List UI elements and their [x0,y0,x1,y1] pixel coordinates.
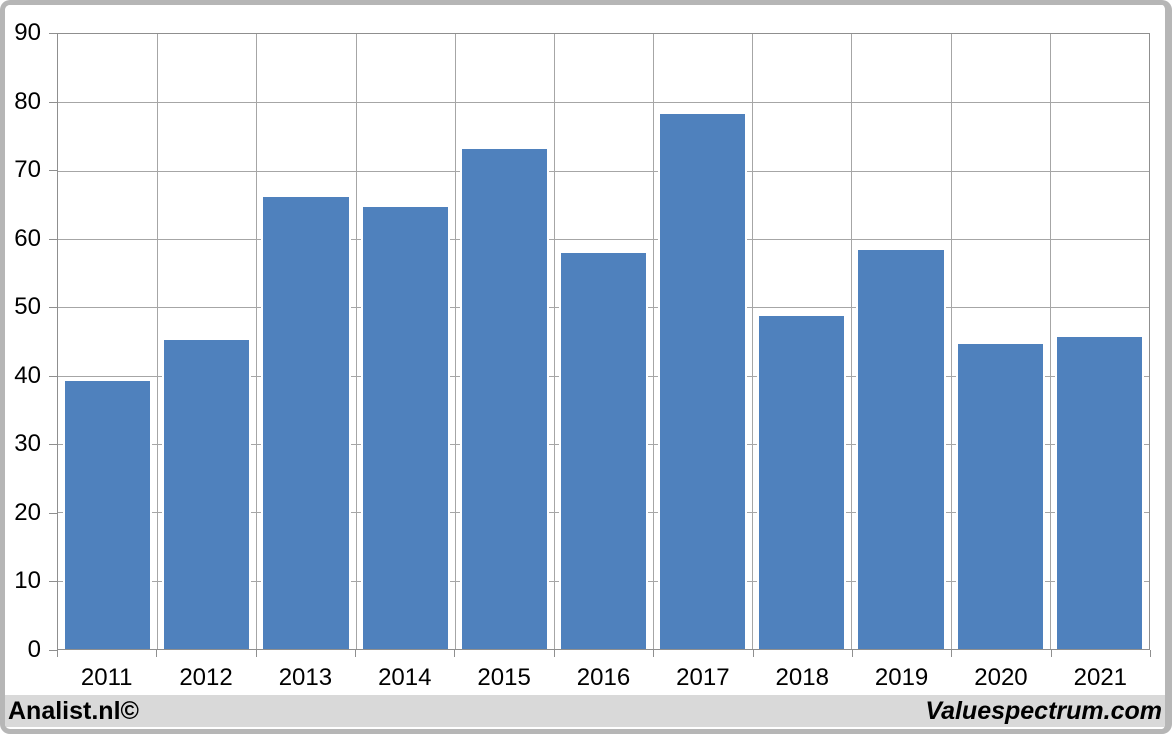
bar-2017 [658,111,748,649]
y-axis: 0 10 20 30 40 50 60 70 80 90 [5,19,49,663]
chart-canvas: 0 10 20 30 40 50 60 70 80 90 2011 2012 2013 2014 2015… [5,5,1165,695]
gridline-vertical [553,34,555,649]
y-axis-tick [49,512,57,514]
y-axis-tick [49,375,57,377]
plot-area [57,33,1150,650]
bar-2013 [261,194,351,649]
x-axis-tick [851,650,853,657]
bar-2012 [162,338,252,649]
x-axis-tick [57,650,58,657]
x-axis-tick [1050,650,1052,657]
y-tick-label: 30 [14,430,41,458]
bar-2015 [459,146,549,649]
x-axis-tick [454,650,456,657]
x-axis-tick [951,650,953,657]
x-tick-label-2017: 2017 [676,664,730,691]
gridline-vertical [851,34,853,649]
y-tick-label: 0 [27,636,41,663]
x-axis-tick [553,650,555,657]
x-tick-label-2016: 2016 [576,664,631,691]
gridline-vertical [950,34,952,649]
y-axis-tick [49,650,57,651]
x-tick-label-2020: 2020 [974,664,1028,691]
y-axis-tick [49,101,57,103]
footer-band: Analist.nl© Valuespectrum.com [5,695,1165,727]
analist-credit: Analist.nl© [8,697,139,725]
bar-2014 [360,204,450,649]
y-tick-label: 80 [14,87,41,115]
bar-2021 [1054,334,1145,649]
bar-2016 [558,251,649,649]
gridline-horizontal [58,170,1149,172]
bar-2018 [757,314,847,649]
y-axis-tick [49,33,57,34]
x-axis-tick [752,650,754,657]
x-tick-label-2015: 2015 [477,664,531,691]
x-tick-label-2012: 2012 [179,664,233,691]
gridline-vertical [157,34,159,649]
x-axis-tick [156,650,158,657]
y-tick-label: 60 [14,224,41,252]
x-axis-tick [355,650,357,657]
valuespectrum-credit: Valuespectrum.com [925,697,1162,725]
y-tick-label: 90 [14,19,41,46]
y-tick-label: 20 [14,498,41,526]
y-tick-label: 50 [14,293,41,321]
x-axis-tick [1150,650,1151,657]
y-axis-tick [49,444,57,446]
y-axis-tick [49,307,57,309]
gridline-vertical [752,34,754,649]
y-axis-tick [49,238,57,240]
gridline-vertical [256,34,258,649]
gridline-horizontal [58,102,1149,104]
gridline-vertical [355,34,357,649]
x-tick-label-2018: 2018 [775,664,829,691]
x-axis-tick [255,650,257,657]
x-axis-tick [653,650,655,657]
x-axis: 2011 2012 2013 2014 2015 2016 2017 2018 2019 2020… [57,650,1150,695]
x-tick-label-2011: 2011 [80,664,133,691]
x-tick-label-2013: 2013 [278,664,333,691]
y-tick-label: 10 [14,567,41,595]
bar-2011 [62,379,153,649]
y-axis-tick [49,170,57,172]
x-tick-label-2019: 2019 [874,664,929,691]
bar-2019 [856,247,946,649]
x-tick-label-2021: 2021 [1073,664,1128,691]
x-tick-label-2014: 2014 [378,664,432,691]
gridline-vertical [1049,34,1051,649]
gridline-vertical [454,34,456,649]
bar-2020 [955,341,1045,649]
y-tick-label: 70 [14,156,41,184]
gridline-horizontal [58,239,1149,240]
y-tick-label: 40 [14,361,41,389]
y-axis-tick [49,581,57,583]
gridline-vertical [653,34,655,649]
